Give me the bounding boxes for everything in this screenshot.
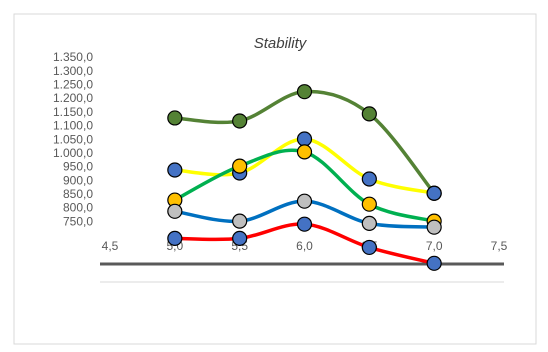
y-tick-label: 1.300,0 bbox=[53, 64, 93, 78]
marker bbox=[232, 230, 248, 247]
marker bbox=[232, 213, 248, 229]
y-tick-label: 1.250,0 bbox=[53, 78, 93, 92]
marker bbox=[361, 106, 377, 122]
x-tick-label: 4,5 bbox=[102, 239, 119, 253]
x-tick-label: 7,0 bbox=[426, 239, 443, 253]
marker bbox=[232, 113, 248, 129]
marker bbox=[361, 239, 377, 256]
marker bbox=[167, 162, 183, 178]
y-tick-label: 1.350,0 bbox=[53, 50, 93, 64]
x-tick-label: 7,5 bbox=[491, 239, 508, 253]
marker bbox=[426, 255, 442, 271]
y-tick-label: 1.200,0 bbox=[53, 91, 93, 105]
y-tick-label: 1.100,0 bbox=[53, 119, 93, 133]
y-tick-label: 800,0 bbox=[63, 201, 93, 215]
y-tick-label: 900,0 bbox=[63, 173, 93, 187]
y-tick-label: 1.000,0 bbox=[53, 146, 93, 160]
marker bbox=[296, 84, 313, 100]
marker bbox=[167, 230, 183, 247]
marker bbox=[361, 196, 377, 212]
marker bbox=[296, 131, 313, 147]
chart-border bbox=[13, 13, 537, 345]
marker bbox=[361, 215, 377, 231]
marker bbox=[296, 216, 313, 232]
chart-title: Stability bbox=[254, 35, 308, 52]
marker bbox=[167, 203, 183, 219]
marker bbox=[296, 144, 313, 160]
y-tick-label: 750,0 bbox=[63, 214, 93, 228]
marker bbox=[167, 110, 183, 126]
marker bbox=[426, 185, 442, 201]
marker bbox=[296, 193, 313, 209]
y-tick-label: 850,0 bbox=[63, 187, 93, 201]
x-tick-label: 6,0 bbox=[296, 239, 313, 253]
y-tick-label: 950,0 bbox=[63, 160, 93, 174]
y-tick-label: 1.050,0 bbox=[53, 132, 93, 146]
marker bbox=[426, 219, 442, 235]
marker bbox=[361, 171, 377, 187]
y-tick-label: 1.150,0 bbox=[53, 105, 93, 119]
marker bbox=[232, 158, 248, 174]
